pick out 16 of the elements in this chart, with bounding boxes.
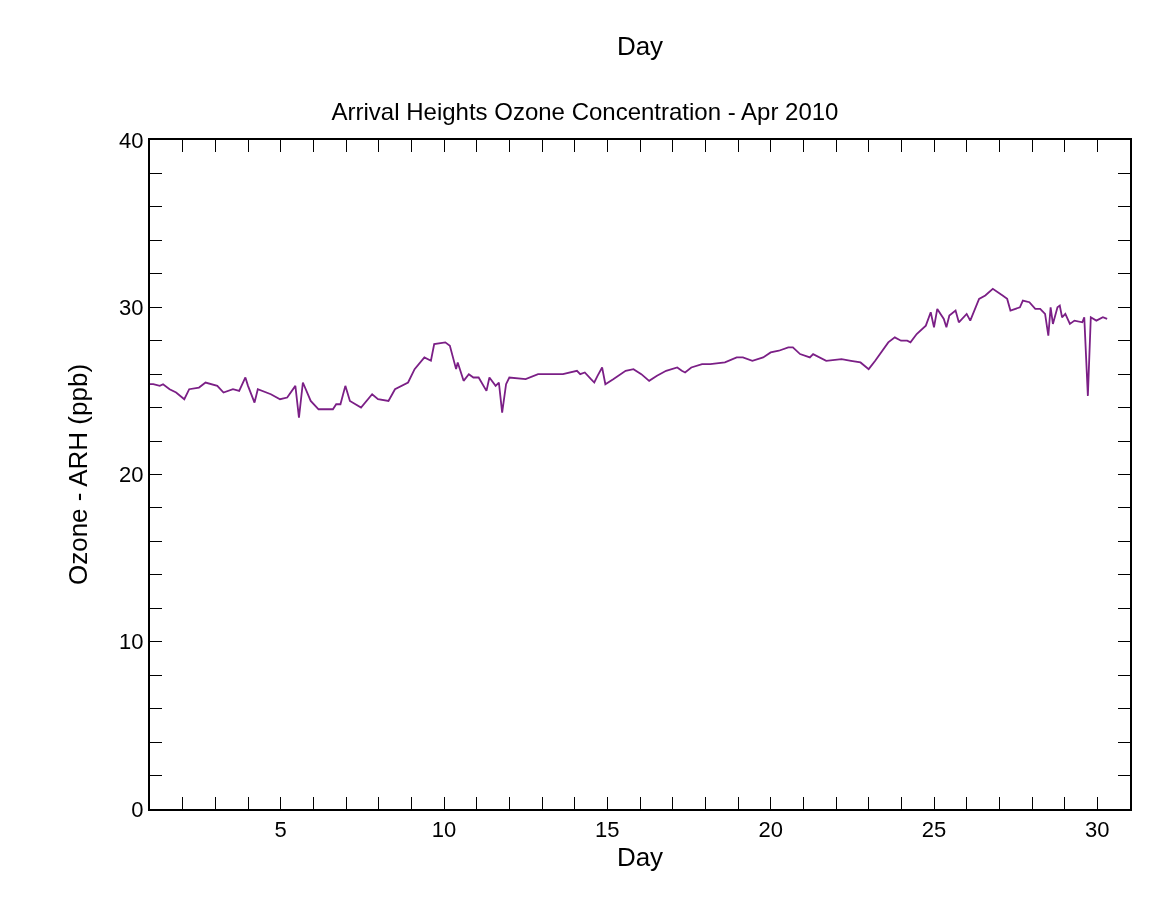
y-tick-label: 10	[119, 629, 144, 655]
y-axis-title: Ozone - ARH (ppb)	[63, 363, 93, 586]
line-series	[150, 287, 1109, 419]
y-tick-label: 0	[131, 796, 144, 822]
y-tick-label: 20	[119, 462, 144, 488]
y-tick-label: 30	[119, 294, 144, 320]
x-tick-label: 20	[758, 817, 783, 843]
x-axis-title: Day	[616, 842, 664, 873]
x-tick-label: 10	[431, 817, 457, 843]
y-tick-label: 40	[119, 127, 144, 153]
x2-axis-title: Day	[616, 30, 664, 61]
x-tick-label: 15	[595, 817, 620, 843]
x-tick-label: 25	[921, 817, 947, 843]
x-tick-label: 30	[1085, 817, 1110, 843]
x-tick-label: 5	[274, 817, 287, 843]
chart-title: Arrival Heights Ozone Concentration - Apr 2010	[331, 98, 839, 125]
